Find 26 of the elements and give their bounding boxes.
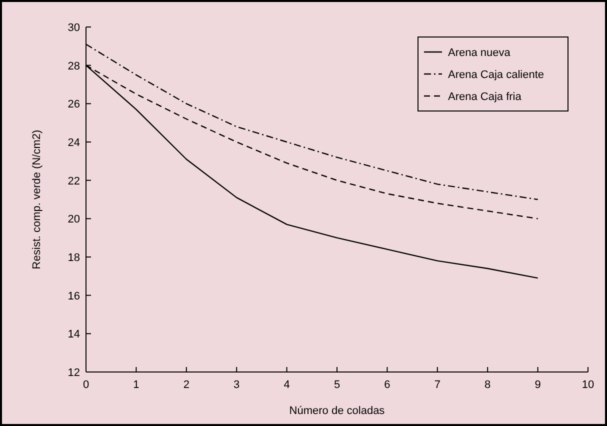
legend-label: Arena Caja caliente: [448, 69, 544, 81]
x-tick-label: 10: [582, 379, 594, 391]
y-tick-label: 24: [68, 137, 80, 149]
legend-label: Arena Caja fria: [448, 91, 522, 103]
y-tick-label: 30: [68, 22, 80, 34]
x-tick-label: 7: [434, 379, 440, 391]
x-tick-label: 9: [534, 379, 541, 391]
x-tick-label: 5: [334, 379, 340, 391]
x-tick-label: 1: [133, 379, 140, 391]
x-tick-label: 4: [284, 379, 290, 391]
x-tick-label: 6: [384, 379, 390, 391]
x-axis-title: Número de coladas: [289, 405, 386, 417]
y-tick-label: 22: [68, 175, 80, 188]
y-axis-title: Resist. comp. verde (N/cm2): [31, 130, 43, 270]
y-tick-label: 14: [68, 328, 80, 341]
y-tick-label: 20: [68, 214, 80, 226]
y-tick-label: 28: [68, 60, 80, 72]
x-tick-label: 8: [484, 379, 491, 391]
legend-label: Arena nueva: [448, 47, 512, 59]
x-tick-label: 3: [234, 379, 240, 391]
y-tick-label: 16: [68, 290, 80, 302]
x-tick-label: 2: [183, 379, 190, 391]
y-tick-label: 18: [68, 252, 80, 264]
y-tick-label: 12: [68, 367, 80, 379]
x-tick-label: 0: [82, 379, 90, 391]
y-tick-label: 26: [68, 98, 80, 111]
